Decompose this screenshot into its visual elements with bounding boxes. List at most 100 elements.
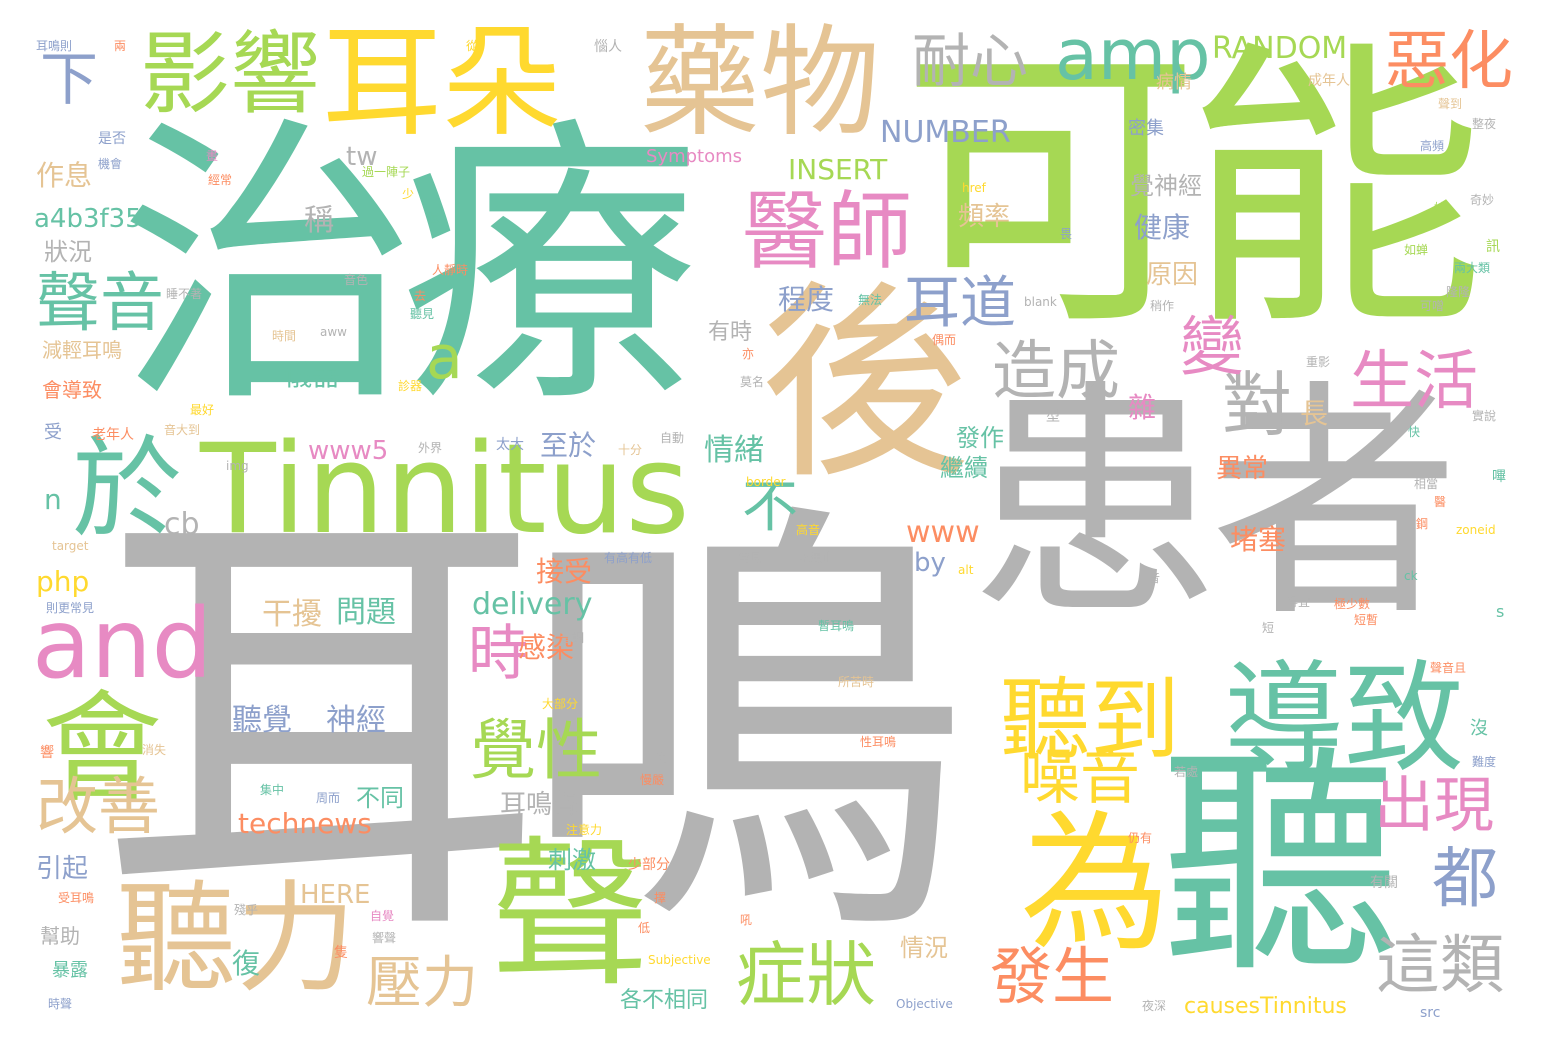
word-by: by [914, 548, 946, 578]
word-php: php [36, 565, 90, 598]
word-miji: 密集 [1128, 118, 1164, 139]
word-shifou: 是否 [98, 131, 126, 147]
word-longlong: 隆隆 [1446, 285, 1471, 299]
word-wufa: 無法 [858, 293, 883, 307]
word-xiangsheng: 響聲 [372, 931, 397, 945]
word-ck: ck [1404, 569, 1418, 583]
word-kezeng: 可噌 [1420, 299, 1445, 313]
word-zhi: 隻 [334, 945, 348, 961]
word-zuoxi: 作息 [36, 159, 93, 192]
word-shi2: 始 [1434, 201, 1447, 215]
word-jingchang: 經常 [208, 173, 233, 187]
word-target: target [52, 539, 89, 553]
word-objective: Objective [896, 997, 953, 1011]
word-chongying: 重影 [1306, 355, 1331, 369]
word-butong: 不同 [356, 784, 404, 812]
word-erming: 耳鳴 [96, 468, 969, 992]
word-ze: 擇 [654, 891, 667, 905]
word-tingjian: 聽見 [410, 307, 435, 321]
word-yeshen: 夜深 [1142, 999, 1167, 1013]
word-subjective: Subjective [648, 953, 711, 967]
word-zegengchangjian: 則更常見 [46, 601, 95, 615]
word-zhuyili: 注意力 [566, 823, 603, 837]
word-yingxiang: 影響 [140, 22, 320, 127]
word-delivery: delivery [472, 587, 593, 622]
word-symptoms: Symptoms [646, 146, 743, 167]
word-ganrao: 干擾 [262, 597, 322, 632]
word-canhu: 殘乎 [234, 903, 259, 917]
word-changjian: 常見 [738, 551, 763, 565]
word-mei: 沒 [1470, 718, 1488, 739]
word-www: www [906, 515, 980, 550]
word-shouerming: 受耳鳴 [58, 891, 95, 905]
word-shengyinqie: 聲音且 [1430, 661, 1467, 675]
word-hua: 畫 [206, 149, 219, 163]
word-yougaoyoudi: 有高有低 [604, 551, 653, 565]
word-bu: 不 [742, 475, 798, 540]
word-shijian: 時間 [272, 329, 297, 343]
word-duan: 短 [1262, 621, 1275, 635]
word-qimiao: 奇妙 [1470, 193, 1495, 207]
word-img: img [226, 459, 249, 473]
word-a: a [426, 323, 463, 393]
word-gaoyin: 高音 [796, 523, 821, 537]
word-zuihao: 最好 [190, 403, 215, 417]
word-xia: 下 [40, 45, 99, 113]
word-zhengye: 整夜 [1472, 117, 1497, 131]
word-ruchan: 如蝉 [1404, 243, 1429, 257]
word-zidong: 自動 [660, 431, 685, 445]
word-bangzhu: 幫助 [40, 924, 80, 948]
word-xiang: 響 [40, 745, 54, 761]
word-gaishan: 改善 [36, 770, 161, 843]
word-dou: 都 [1432, 840, 1498, 917]
word-random: RANDOM [1212, 31, 1348, 66]
word-wenti: 問題 [336, 595, 396, 630]
word-s: s [1496, 602, 1505, 621]
word-dui: 對 [1222, 364, 1292, 446]
word-naixin: 耐心 [912, 27, 1029, 95]
word-nandu: 難度 [1472, 755, 1497, 769]
word-zhelei: 這類 [1376, 929, 1504, 1003]
word-yali: 壓力 [366, 951, 478, 1016]
word-zaoyin: 噪音 [1020, 743, 1140, 813]
word-guoyizhenzi: 過一陣子 [362, 165, 411, 179]
word-yichang: 異常 [1216, 454, 1269, 484]
word-shuibuzhao: 睡不著 [166, 287, 203, 301]
word-zhenqi: 診器 [398, 379, 423, 393]
word-jizhong: 集中 [260, 783, 285, 797]
word-n: n [44, 483, 62, 516]
word-ermingsheng: 耳鳴聲 [500, 790, 579, 820]
word-youshi: 有時 [708, 320, 753, 345]
word-youguan: 有關 [1370, 875, 1398, 891]
word-zhuangkuang: 狀況 [44, 238, 92, 266]
word-pinlv: 頻率 [958, 202, 1011, 232]
word-juesj: 覺神經 [1130, 172, 1202, 200]
word-yinqi: 引起 [36, 854, 89, 884]
word-hou: 後 [760, 262, 971, 507]
word-shishuo: 實說 [1472, 409, 1497, 423]
word-daozhi: 導致 [1224, 650, 1464, 789]
word-naoren: 惱人 [594, 39, 622, 55]
word-dabufen: 大部分 [542, 697, 579, 711]
word-yindiao: 音調 [560, 631, 585, 645]
word-xiaoshi: 消失 [142, 743, 167, 757]
word-zhiyu: 至於 [540, 429, 597, 462]
word-yongwuzhi: 永無止 [798, 551, 835, 565]
word-zijue: 自覺 [370, 909, 395, 923]
word-chengnianren: 成年人 [1308, 73, 1350, 89]
word-er: 兒 [656, 751, 669, 765]
word-zhouer: 周而 [316, 791, 341, 805]
word-bi: 嗶 [1492, 469, 1506, 485]
word-huan: 還 [428, 211, 441, 225]
word-border: border [746, 475, 786, 489]
word-blank: blank [1024, 295, 1057, 309]
word-shengyin: 聲音 [36, 267, 164, 341]
word-xun: 訊 [1486, 239, 1500, 255]
word-shou: 受 [44, 422, 62, 443]
word-alt: alt [958, 563, 974, 577]
word-yi: 亦 [742, 347, 755, 361]
word-fazuo: 發作 [956, 424, 1004, 452]
word-liang: 兩 [114, 39, 127, 53]
word-jihui: 機會 [98, 157, 123, 171]
